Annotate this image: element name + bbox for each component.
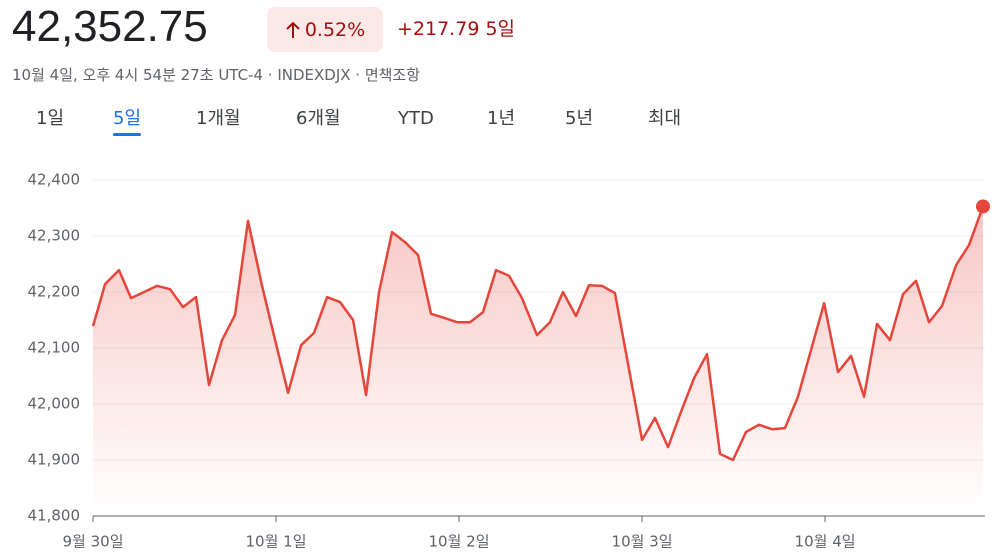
x-tick-label: 10월 1일 — [246, 533, 307, 551]
tab[interactable]: 1일 — [36, 108, 64, 129]
tab[interactable]: 1개월 — [196, 108, 241, 129]
y-tick-label: 42,200 — [28, 283, 81, 301]
tab[interactable]: 5년 — [565, 108, 593, 129]
price-line — [91, 206, 985, 462]
tab[interactable]: 6개월 — [296, 108, 341, 129]
x-tick-label: 9월 30일 — [63, 533, 124, 551]
area — [93, 206, 983, 516]
change-pill: 0.52% — [267, 7, 383, 52]
y-tick-label: 42,300 — [28, 227, 81, 245]
up-arrow — [286, 21, 300, 38]
change-percent: 0.52% — [304, 18, 366, 41]
x-tick-label: 10월 3일 — [612, 533, 673, 551]
y-tick-label: 41,900 — [28, 451, 81, 469]
y-tick-label: 42,000 — [28, 395, 81, 413]
price: 42,352.75 — [12, 2, 208, 51]
tab-underline — [113, 133, 142, 136]
tab[interactable]: 최대 — [648, 108, 681, 129]
change: +217.79 5일 — [397, 18, 516, 40]
y-tick-label: 41,800 — [28, 507, 81, 525]
x-tick-label: 10월 4일 — [795, 533, 856, 551]
tab[interactable]: YTD — [397, 108, 434, 129]
y-tick-label: 42,400 — [28, 171, 81, 189]
last-point — [975, 199, 990, 214]
tab[interactable]: 5일 — [113, 108, 141, 129]
subtitle: 10월 4일, 오후 4시 54분 27초 UTC-4 · INDEXDJX ·… — [12, 66, 421, 84]
y-tick-label: 42,100 — [28, 339, 81, 357]
tab[interactable]: 1년 — [487, 108, 515, 129]
x-tick-label: 10월 2일 — [429, 533, 490, 551]
